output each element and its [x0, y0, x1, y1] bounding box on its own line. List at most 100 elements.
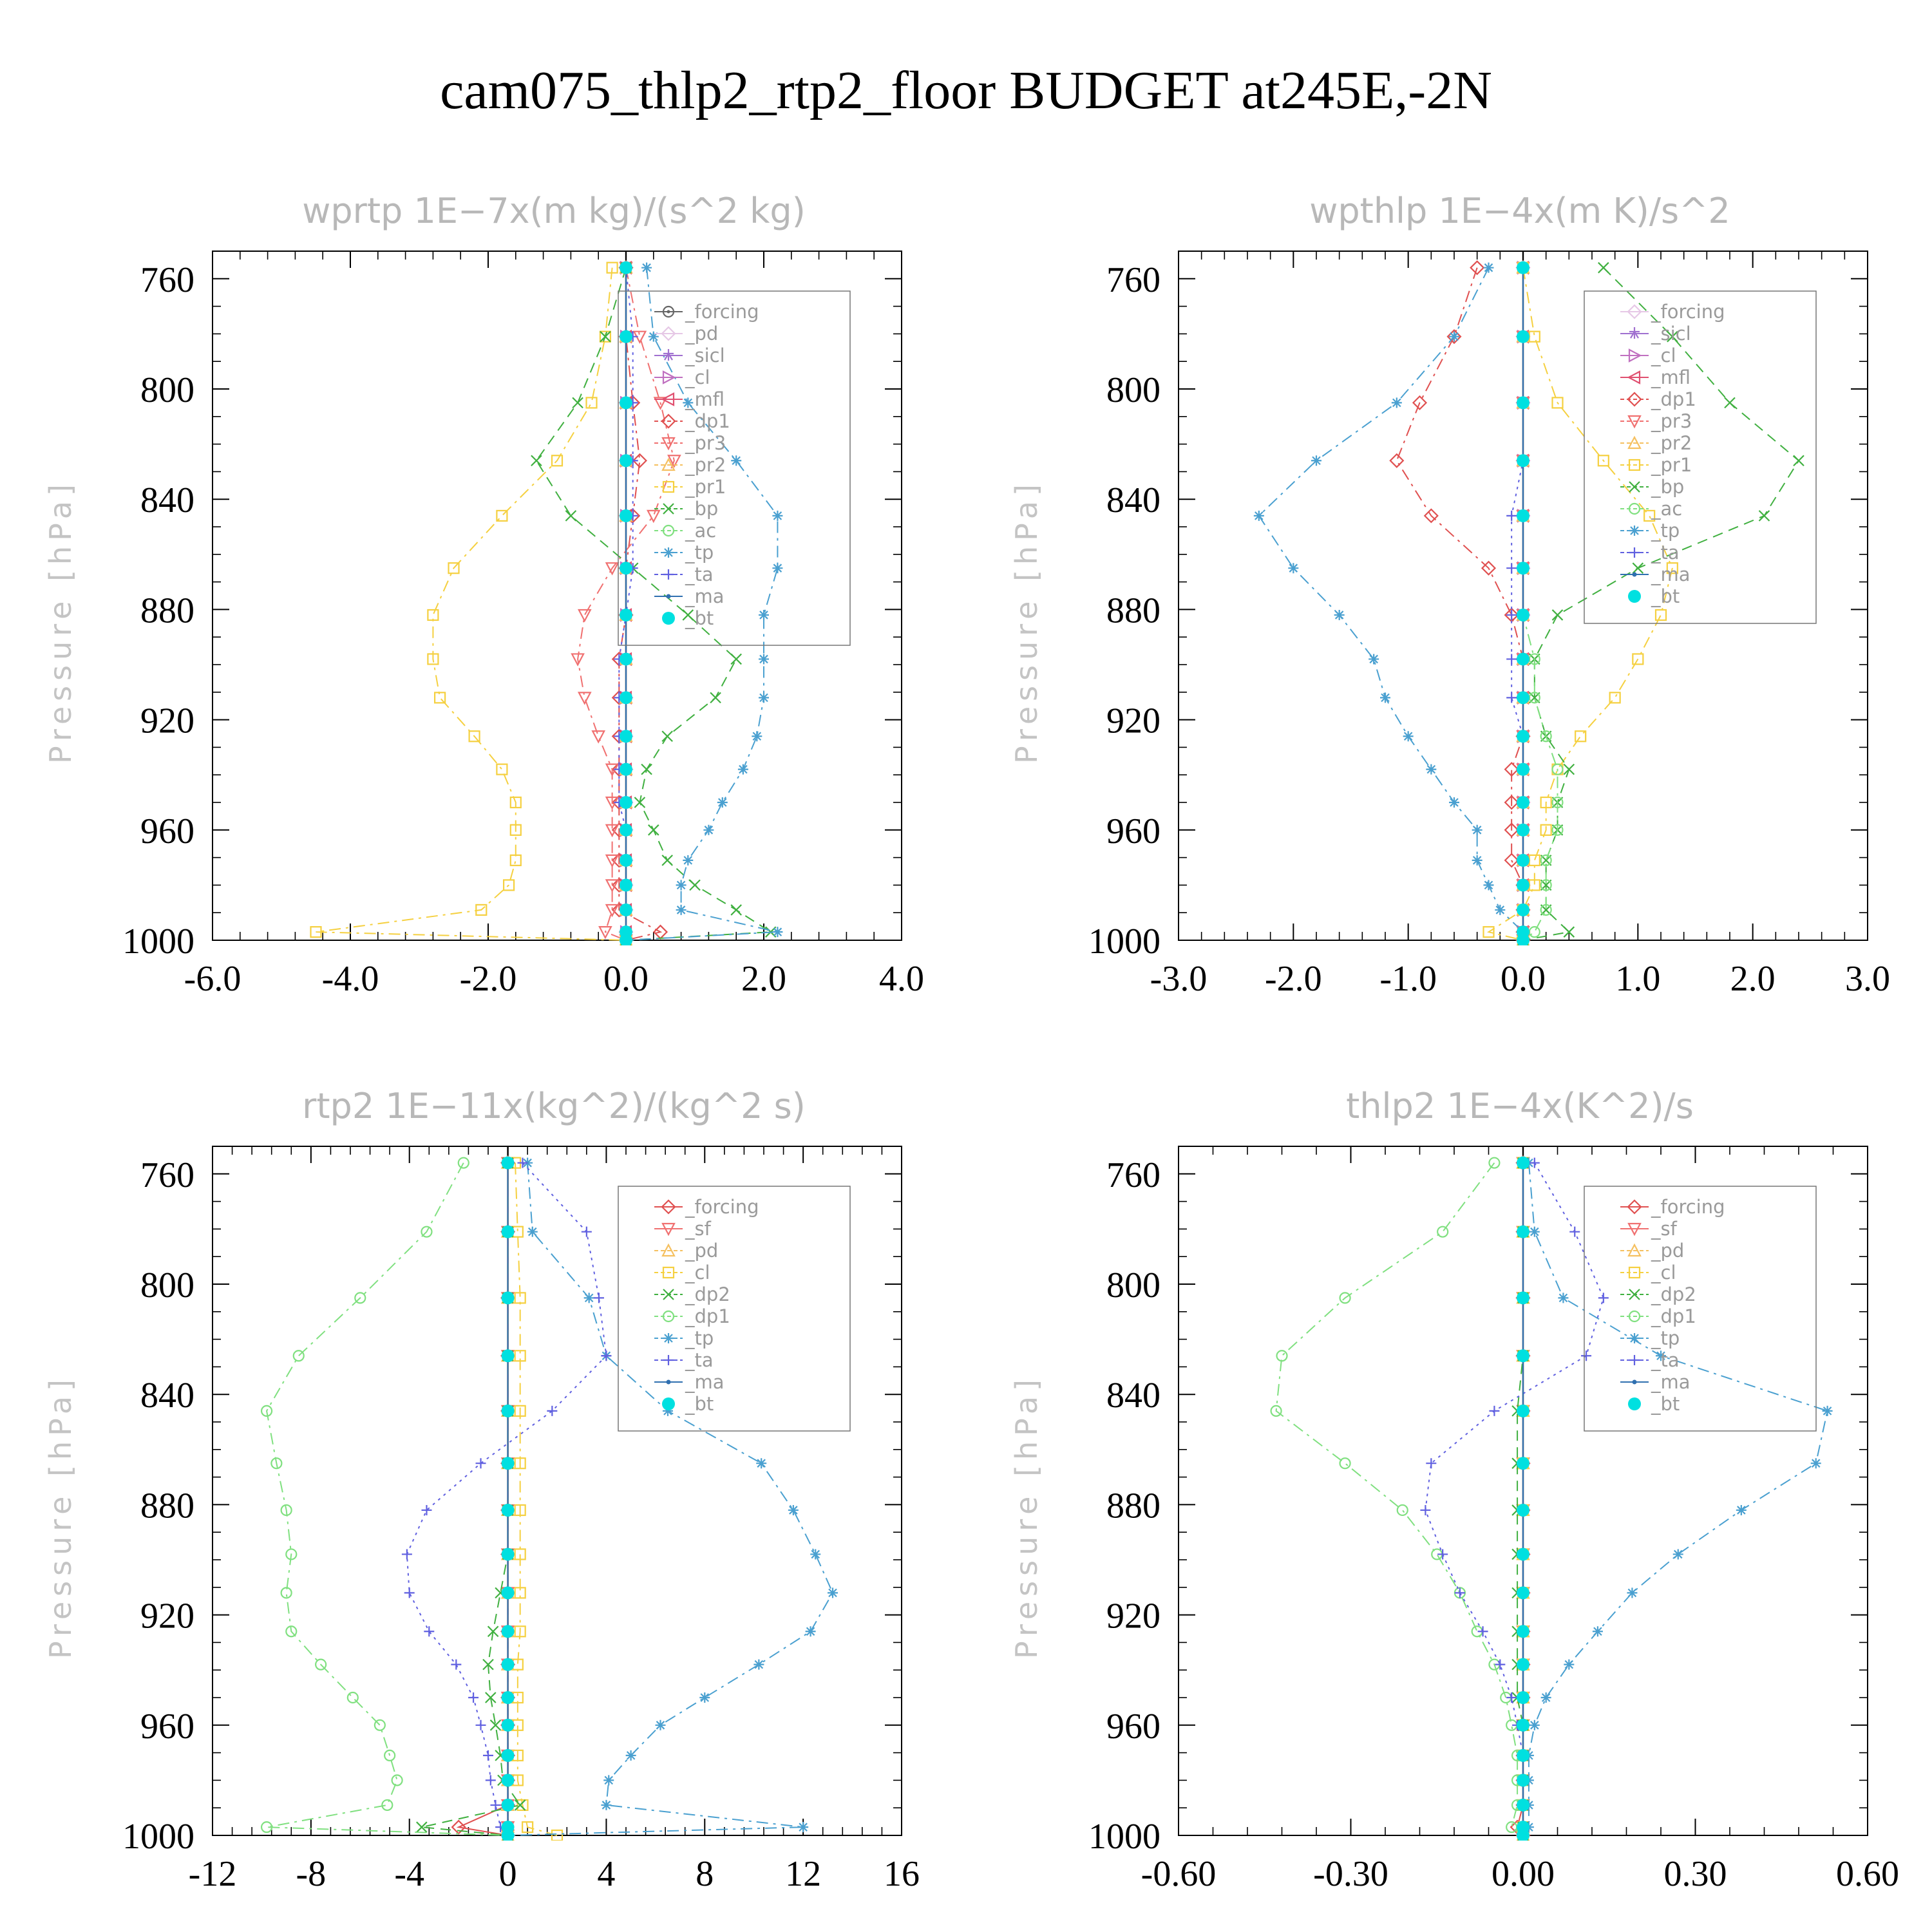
- legend-label: _ma: [685, 585, 724, 607]
- data-point: [404, 1587, 415, 1598]
- legend-item-cl: _cl: [654, 1262, 710, 1283]
- data-point: [1551, 397, 1564, 409]
- data-point: [1517, 1691, 1530, 1704]
- data-point: [433, 692, 446, 704]
- data-point: [514, 1799, 526, 1811]
- data-point: [805, 1626, 816, 1637]
- data-point: [730, 904, 742, 916]
- data-point: [798, 1822, 809, 1833]
- data-point: [448, 562, 460, 574]
- data-point: [593, 1293, 604, 1303]
- legend-item-cl: _cl: [1620, 1262, 1676, 1283]
- legend-marker: [1629, 1355, 1640, 1365]
- x-tick-label: 16: [884, 1854, 920, 1894]
- data-point: [577, 692, 592, 705]
- legend-marker: [661, 437, 676, 451]
- y-tick-label: 760: [140, 1155, 194, 1195]
- series-line: [625, 267, 779, 941]
- data-point: [620, 691, 632, 705]
- legend: _forcing_pd_sicl_cl_mfl_dp1_pr3_pr2_pr1_…: [618, 290, 851, 646]
- data-point: [346, 1691, 359, 1704]
- y-tick-label: 840: [140, 1376, 194, 1416]
- legend-label: _dp2: [1651, 1283, 1696, 1305]
- data-point: [1517, 1291, 1530, 1305]
- series-line: [507, 1162, 834, 1836]
- series-tp: [502, 1157, 838, 1841]
- legend-box: [618, 290, 851, 646]
- legend-box: [1584, 1186, 1817, 1432]
- legend-label: _ta: [685, 564, 714, 585]
- series-line: [1511, 267, 1524, 940]
- data-point: [1563, 926, 1575, 938]
- legend-label: _sf: [685, 1218, 712, 1240]
- data-point: [1339, 1457, 1351, 1470]
- x-tick-label: 4.0: [879, 959, 924, 999]
- legend-marker: [662, 305, 675, 318]
- data-point: [1551, 824, 1564, 836]
- data-point: [496, 509, 508, 522]
- series-ac: [1517, 261, 1564, 945]
- legend-label: _bt: [1651, 585, 1680, 607]
- data-point: [689, 879, 701, 891]
- y-tick-label: 880: [140, 591, 194, 630]
- data-point: [1517, 730, 1530, 743]
- data-point: [514, 1625, 526, 1638]
- legend-marker: [1627, 392, 1642, 407]
- legend-marker: [1629, 327, 1640, 339]
- data-point: [1551, 609, 1564, 621]
- legend-item-ma: _ma: [654, 1371, 724, 1393]
- series-pr1: [1482, 261, 1678, 945]
- legend-item-tp: _tp: [654, 1327, 714, 1349]
- legend-marker: [663, 349, 674, 361]
- data-point: [1517, 1156, 1530, 1170]
- legend-label: _pr3: [1651, 410, 1692, 432]
- legend-marker: [661, 326, 676, 341]
- page-title: cam075_thlp2_rtp2_floor BUDGET at245E,-2…: [440, 61, 1492, 120]
- data-point: [648, 824, 659, 836]
- chart-wprtp: wprtp 1E−7x(m kg)/(s^2 kg) Pressure [hPa]…: [43, 191, 924, 999]
- data-point: [501, 1457, 515, 1470]
- legend-label: _dp1: [685, 1305, 730, 1327]
- legend-item-ac: _ac: [1620, 498, 1682, 520]
- legend-label: _mfl: [685, 388, 724, 410]
- legend-marker: [661, 1243, 676, 1257]
- data-point: [310, 926, 322, 938]
- data-point: [475, 904, 488, 916]
- data-point: [759, 654, 769, 665]
- data-point: [571, 653, 585, 667]
- plot-area: [310, 260, 783, 945]
- data-point: [565, 510, 577, 522]
- legend-label: _ta: [1651, 542, 1680, 564]
- legend-item-cl: _cl: [1620, 345, 1676, 366]
- data-point: [421, 1226, 433, 1238]
- data-point: [1506, 563, 1517, 574]
- data-point: [1598, 261, 1609, 274]
- y-tick-label: 960: [140, 1707, 194, 1747]
- data-point: [1551, 763, 1564, 775]
- data-point: [1495, 1659, 1506, 1670]
- data-point: [620, 562, 632, 575]
- series-line: [577, 267, 675, 941]
- legend-item-pr3: _pr3: [654, 432, 726, 454]
- series-line: [421, 1162, 522, 1836]
- series-dp1: [260, 1157, 514, 1841]
- data-point: [427, 609, 439, 621]
- series-ma: [623, 265, 629, 943]
- data-point: [620, 934, 632, 945]
- data-point: [1632, 562, 1644, 574]
- data-point: [1517, 853, 1530, 867]
- x-tick-label: 0.60: [1836, 1854, 1899, 1894]
- data-point: [756, 1458, 767, 1469]
- legend-marker: [1628, 1310, 1641, 1323]
- data-point: [1529, 1719, 1540, 1730]
- legend-item-pr1: _pr1: [654, 476, 726, 498]
- legend-label: _tp: [685, 542, 714, 564]
- x-tick-label: 0.30: [1664, 1854, 1727, 1894]
- data-point: [625, 1750, 636, 1761]
- data-point: [1517, 1503, 1530, 1517]
- data-point: [620, 396, 632, 410]
- y-tick-label: 920: [140, 1596, 194, 1636]
- legend-item-forcing: _forcing: [654, 1196, 759, 1218]
- data-point: [421, 1504, 432, 1515]
- legend-marker: [662, 1266, 675, 1279]
